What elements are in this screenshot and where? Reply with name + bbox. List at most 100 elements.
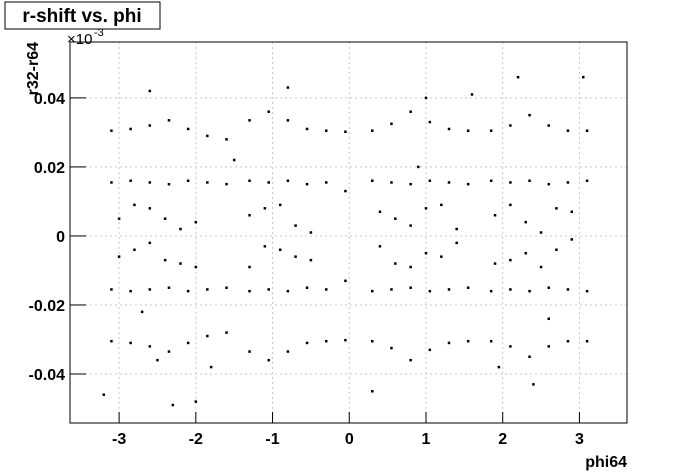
point — [585, 179, 589, 182]
point — [447, 341, 451, 345]
point — [133, 248, 136, 252]
point — [466, 339, 470, 343]
point — [278, 203, 282, 207]
point — [409, 110, 412, 113]
point — [267, 181, 270, 184]
point — [409, 265, 412, 269]
point — [163, 217, 167, 220]
point — [225, 286, 228, 289]
x-tick-label: 0 — [345, 431, 354, 448]
point — [455, 227, 458, 231]
point — [110, 339, 113, 343]
point — [371, 129, 374, 132]
point — [148, 89, 152, 93]
point — [167, 286, 171, 289]
point — [470, 93, 474, 96]
point — [325, 181, 328, 184]
point — [167, 182, 171, 186]
point — [547, 182, 550, 186]
point — [378, 245, 382, 248]
y-tick-label: -0.04 — [29, 367, 66, 384]
x-axis-label: phi64 — [585, 454, 627, 471]
point — [570, 238, 574, 241]
point — [532, 383, 535, 386]
point — [378, 210, 382, 214]
point — [267, 288, 270, 291]
point — [547, 124, 550, 127]
point — [539, 265, 543, 269]
point — [186, 341, 190, 345]
point — [263, 245, 267, 248]
point — [509, 203, 512, 207]
point — [110, 181, 113, 184]
point — [493, 213, 497, 217]
point — [225, 331, 228, 334]
point — [509, 124, 512, 127]
point — [305, 182, 309, 186]
point — [179, 227, 182, 231]
point — [309, 258, 313, 262]
point — [447, 288, 451, 291]
point — [516, 75, 520, 79]
point — [206, 134, 209, 138]
point — [129, 179, 132, 182]
point — [129, 341, 132, 345]
point — [428, 289, 432, 293]
point — [489, 129, 493, 132]
point — [110, 288, 113, 291]
y-multiplier: ×10 — [67, 31, 92, 48]
point — [585, 339, 589, 343]
point — [466, 182, 470, 186]
y-axis-label: r32-r64 — [25, 42, 42, 95]
point — [248, 213, 251, 217]
point — [528, 113, 531, 117]
point — [428, 179, 432, 182]
point — [528, 179, 531, 182]
point — [267, 358, 270, 362]
point — [390, 122, 393, 126]
point — [263, 207, 267, 210]
point — [447, 181, 451, 184]
point — [547, 345, 550, 348]
y-tick-label: 0.04 — [34, 91, 65, 108]
point — [344, 279, 347, 283]
y-tick-label: 0 — [56, 229, 65, 246]
point — [167, 119, 171, 122]
point — [286, 350, 290, 353]
point — [225, 138, 228, 141]
point — [390, 181, 393, 184]
point — [140, 310, 144, 314]
point — [148, 288, 152, 291]
point — [390, 288, 393, 291]
point — [248, 350, 251, 353]
point — [102, 393, 106, 396]
point — [194, 265, 198, 269]
point — [509, 288, 512, 291]
point — [248, 179, 251, 182]
y-tick-label: -0.02 — [29, 298, 66, 315]
point — [206, 181, 209, 184]
point — [171, 403, 175, 407]
y-multiplier-exponent: -3 — [94, 27, 104, 39]
point — [129, 127, 132, 131]
point — [129, 289, 132, 293]
point — [489, 339, 493, 343]
point — [325, 339, 328, 343]
point — [424, 207, 428, 210]
point — [194, 220, 198, 224]
point — [428, 348, 432, 352]
point — [278, 248, 282, 252]
point — [179, 262, 182, 265]
point — [409, 224, 412, 227]
plot-area: -3 -2 -1 0 1 2 3 -0.04 -0.02 0 0.02 0.04 — [29, 41, 628, 448]
point — [286, 179, 290, 182]
point — [440, 255, 443, 258]
point — [428, 120, 432, 124]
point — [148, 181, 152, 184]
plot-frame — [69, 41, 628, 424]
point — [325, 129, 328, 132]
point — [148, 345, 152, 348]
point — [390, 346, 393, 350]
point — [489, 179, 493, 182]
point — [305, 127, 309, 131]
